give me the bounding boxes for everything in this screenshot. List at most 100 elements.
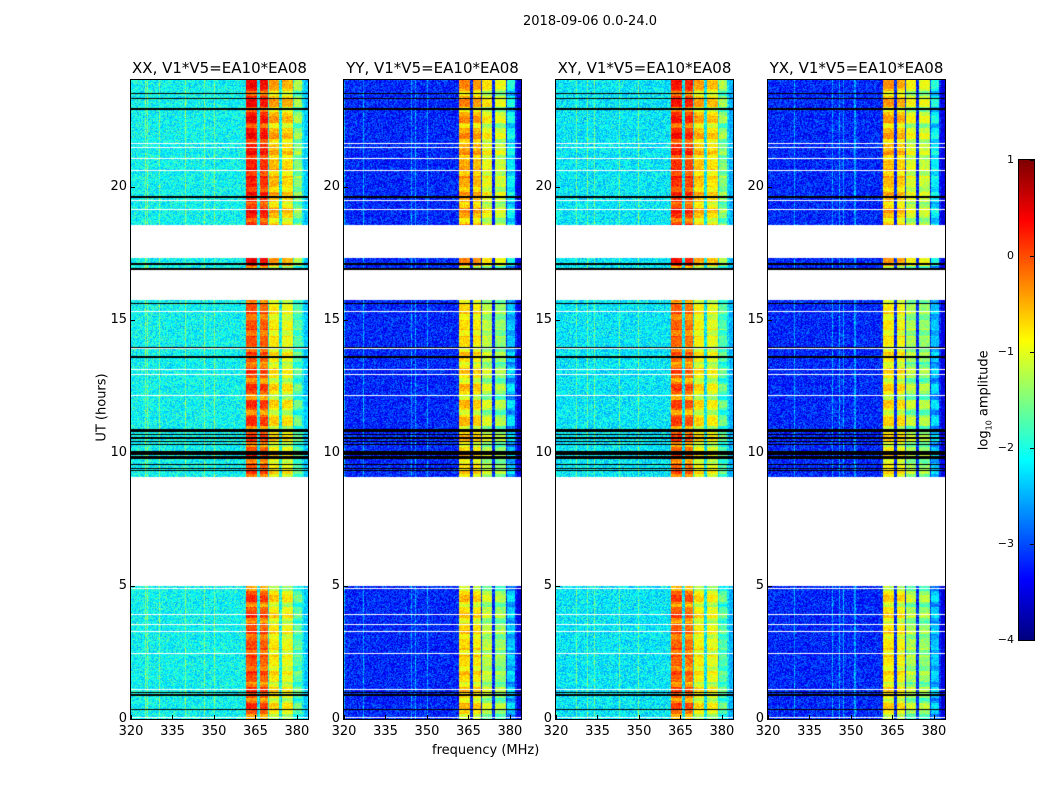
x-tick-label: 350 xyxy=(414,724,440,739)
y-tick-label: 15 xyxy=(323,311,340,327)
x-tick-mark xyxy=(721,715,723,719)
x-tick-label: 365 xyxy=(243,724,268,739)
x-tick-label: 320 xyxy=(331,724,357,739)
y-tick-mark xyxy=(344,452,348,454)
x-tick-mark xyxy=(556,715,557,719)
y-tick-mark xyxy=(768,452,772,454)
colorbar-tick-label: −1 xyxy=(997,345,1014,358)
panel-title: YY, V1*V5=EA10*EA08 xyxy=(346,59,519,77)
colorbar-gradient xyxy=(1019,160,1034,640)
colorbar-label-subscript: 10 xyxy=(984,420,994,431)
colorbar-tick-mark xyxy=(1030,544,1034,545)
x-tick-label: 380 xyxy=(284,724,310,739)
y-tick-label: 20 xyxy=(110,178,127,194)
y-tick-mark xyxy=(556,452,560,454)
colorbar-tick-label: −2 xyxy=(997,441,1014,454)
y-tick-mark xyxy=(556,719,560,720)
y-tick-mark xyxy=(768,719,772,720)
x-tick-mark xyxy=(809,715,811,719)
x-tick-mark xyxy=(892,715,894,719)
colorbar-tick-label: −4 xyxy=(997,633,1014,646)
y-tick-label: 15 xyxy=(535,311,552,327)
x-tick-label: 320 xyxy=(755,724,781,739)
colorbar-tick-label: 1 xyxy=(1007,153,1014,166)
y-tick-mark xyxy=(344,585,348,587)
colorbar-tick-label: 0 xyxy=(1007,249,1014,262)
colorbar-tick-mark xyxy=(1030,352,1034,353)
x-tick-mark xyxy=(344,715,345,719)
y-tick-mark xyxy=(556,186,560,188)
y-tick-mark xyxy=(556,319,560,321)
y-tick-label: 10 xyxy=(747,444,764,460)
y-tick-label: 10 xyxy=(110,444,127,460)
y-tick-mark xyxy=(131,452,135,454)
colorbar-tick-mark xyxy=(1030,256,1034,257)
x-tick-mark xyxy=(426,715,428,719)
y-tick-mark xyxy=(131,186,135,188)
spectrogram-heatmap xyxy=(344,80,521,719)
x-tick-label: 335 xyxy=(160,724,185,739)
x-tick-mark xyxy=(597,715,599,719)
y-tick-label: 0 xyxy=(543,711,552,726)
x-tick-mark xyxy=(213,715,215,719)
y-tick-label: 20 xyxy=(535,178,552,194)
spectrogram-panel-xx xyxy=(130,79,309,720)
x-tick-label: 380 xyxy=(497,724,523,739)
x-tick-mark xyxy=(255,715,257,719)
y-axis-label: UT (hours) xyxy=(94,373,110,442)
y-tick-label: 5 xyxy=(118,577,127,593)
y-tick-label: 20 xyxy=(747,178,764,194)
panel-title: XX, V1*V5=EA10*EA08 xyxy=(132,59,307,77)
colorbar-tick-mark xyxy=(1030,160,1034,161)
y-tick-mark xyxy=(768,585,772,587)
y-tick-mark xyxy=(768,319,772,321)
colorbar-label-rest: amplitude xyxy=(976,350,992,421)
figure-title: 2018-09-06 0.0-24.0 xyxy=(523,14,657,29)
colorbar-tick-label: −3 xyxy=(997,537,1014,550)
x-tick-label: 365 xyxy=(456,724,481,739)
colorbar xyxy=(1018,159,1035,641)
x-tick-mark xyxy=(172,715,174,719)
spectrogram-heatmap xyxy=(131,80,308,719)
y-tick-mark xyxy=(556,585,560,587)
y-tick-mark xyxy=(344,186,348,188)
panel-title: XY, V1*V5=EA10*EA08 xyxy=(557,59,732,77)
x-tick-label: 335 xyxy=(585,724,610,739)
x-tick-label: 380 xyxy=(921,724,947,739)
x-tick-mark xyxy=(638,715,640,719)
y-tick-mark xyxy=(344,719,348,720)
x-tick-label: 380 xyxy=(709,724,735,739)
x-tick-mark xyxy=(296,715,298,719)
y-tick-label: 10 xyxy=(535,444,552,460)
x-tick-label: 350 xyxy=(201,724,227,739)
y-tick-mark xyxy=(344,319,348,321)
spectrogram-panel-xy xyxy=(555,79,734,720)
colorbar-tick-mark xyxy=(1030,448,1034,449)
panel-title: YX, V1*V5=EA10*EA08 xyxy=(769,59,944,77)
x-tick-label: 335 xyxy=(373,724,398,739)
x-tick-mark xyxy=(850,715,852,719)
x-tick-label: 320 xyxy=(118,724,144,739)
y-tick-mark xyxy=(131,719,135,720)
spectrogram-panel-yy xyxy=(343,79,522,720)
y-tick-label: 5 xyxy=(331,577,340,593)
y-tick-mark xyxy=(131,319,135,321)
x-tick-label: 350 xyxy=(626,724,652,739)
y-tick-label: 0 xyxy=(331,711,340,726)
x-tick-label: 350 xyxy=(838,724,864,739)
x-tick-mark xyxy=(385,715,387,719)
x-tick-mark xyxy=(933,715,935,719)
colorbar-label-main: log xyxy=(976,430,992,451)
y-tick-mark xyxy=(768,186,772,188)
y-tick-mark xyxy=(131,585,135,587)
x-tick-mark xyxy=(509,715,511,719)
y-tick-label: 5 xyxy=(755,577,764,593)
x-tick-label: 335 xyxy=(797,724,822,739)
colorbar-label: log10 amplitude xyxy=(977,345,994,455)
y-tick-label: 0 xyxy=(118,711,127,726)
spectrogram-panel-yx xyxy=(767,79,946,720)
y-tick-label: 0 xyxy=(755,711,764,726)
y-tick-label: 10 xyxy=(323,444,340,460)
x-axis-label: frequency (MHz) xyxy=(432,743,540,758)
